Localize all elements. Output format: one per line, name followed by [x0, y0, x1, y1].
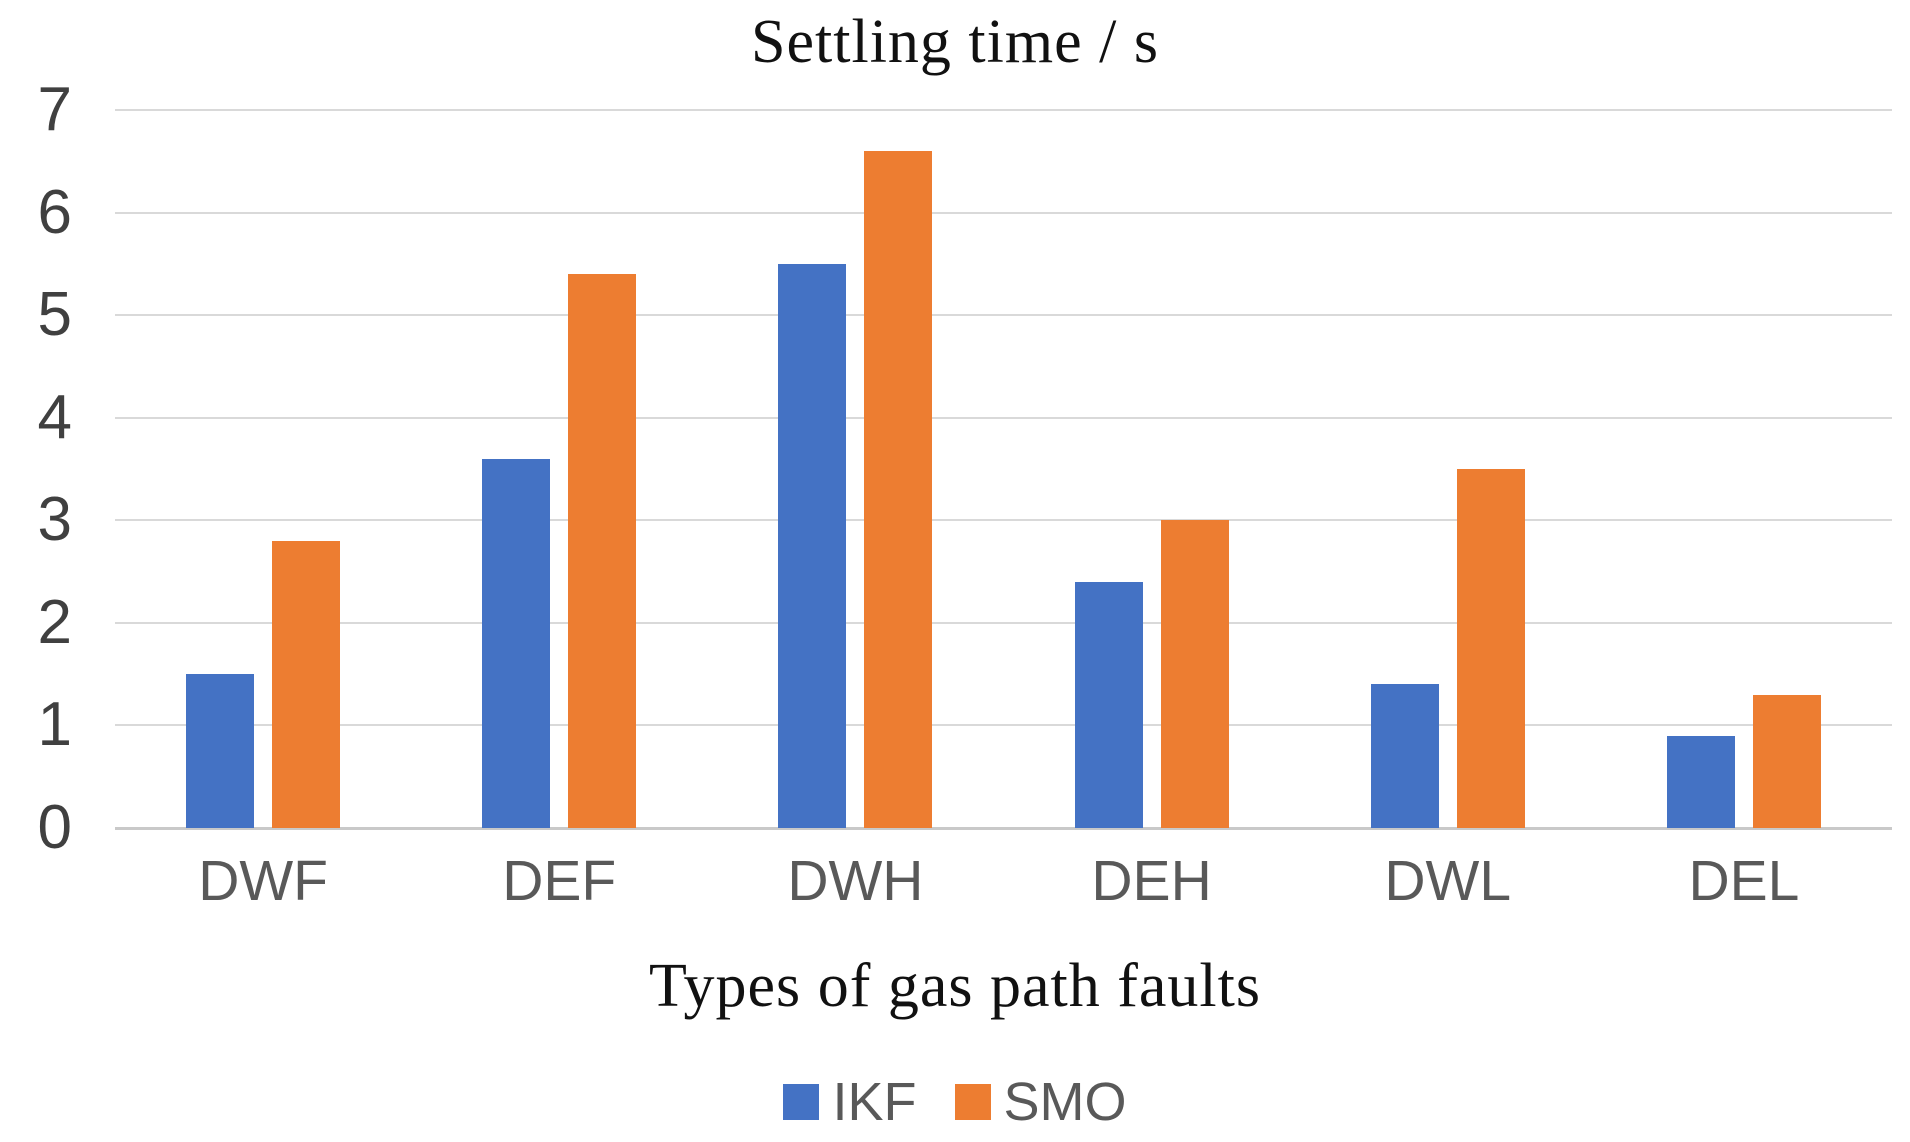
x-axis-title: Types of gas path faults: [649, 952, 1261, 1020]
bar-smo-deh: [1160, 520, 1229, 828]
bar-group-deh: [1004, 520, 1300, 828]
bar-ikf-def: [482, 459, 551, 828]
legend-swatch-ikf: [783, 1084, 820, 1120]
gridline-y3: [115, 519, 1892, 522]
x-tick-label-del: DEL: [1688, 849, 1800, 913]
bar-smo-dwh: [864, 151, 933, 828]
plot-area: [115, 109, 1892, 830]
x-tick-label-dwf: DWF: [198, 849, 328, 913]
bar-smo-del: [1752, 695, 1821, 828]
gridline-y4: [115, 416, 1892, 419]
x-tick-label-def: DEF: [502, 849, 617, 913]
bar-ikf-dwh: [778, 264, 847, 828]
bar-group-dwf: [115, 541, 411, 828]
x-tick-label-dwh: DWH: [787, 849, 924, 913]
gridline-y6: [115, 211, 1892, 214]
legend: IKF SMO: [0, 1072, 1910, 1132]
y-tick-label-3: 3: [37, 485, 72, 555]
legend-swatch-smo: [954, 1084, 991, 1120]
gridline-y1: [115, 724, 1892, 727]
y-tick-label-0: 0: [37, 793, 72, 862]
bar-ikf-del: [1666, 736, 1735, 828]
bar-smo-dwf: [272, 541, 341, 828]
bar-smo-def: [568, 274, 637, 828]
bar-smo-dwl: [1456, 469, 1525, 828]
y-tick-label-4: 4: [37, 382, 72, 452]
bar-ikf-deh: [1074, 582, 1143, 828]
gridline-y7: [115, 109, 1892, 111]
bar-ikf-dwf: [186, 674, 255, 828]
y-tick-label-2: 2: [37, 587, 72, 657]
y-tick-label-7: 7: [37, 75, 72, 144]
legend-item-smo: SMO: [954, 1071, 1127, 1133]
bar-ikf-dwl: [1370, 684, 1439, 828]
bar-group-del: [1596, 695, 1892, 828]
x-tick-label-dwl: DWL: [1384, 849, 1512, 913]
bar-group-dwl: [1300, 469, 1596, 828]
legend-label-ikf: IKF: [832, 1072, 917, 1132]
legend-label-smo: SMO: [1003, 1072, 1127, 1132]
y-tick-label-5: 5: [37, 280, 72, 350]
y-tick-label-6: 6: [37, 177, 72, 247]
legend-item-ikf: IKF: [783, 1071, 917, 1133]
x-tick-label-deh: DEH: [1091, 849, 1212, 913]
bar-group-dwh: [707, 151, 1003, 828]
bar-group-def: [411, 274, 707, 828]
y-tick-label-1: 1: [37, 690, 72, 760]
gridline-y2: [115, 621, 1892, 624]
chart-title: Settling time / s: [751, 8, 1159, 76]
x-axis-line: [115, 827, 1892, 830]
gridline-y5: [115, 314, 1892, 317]
